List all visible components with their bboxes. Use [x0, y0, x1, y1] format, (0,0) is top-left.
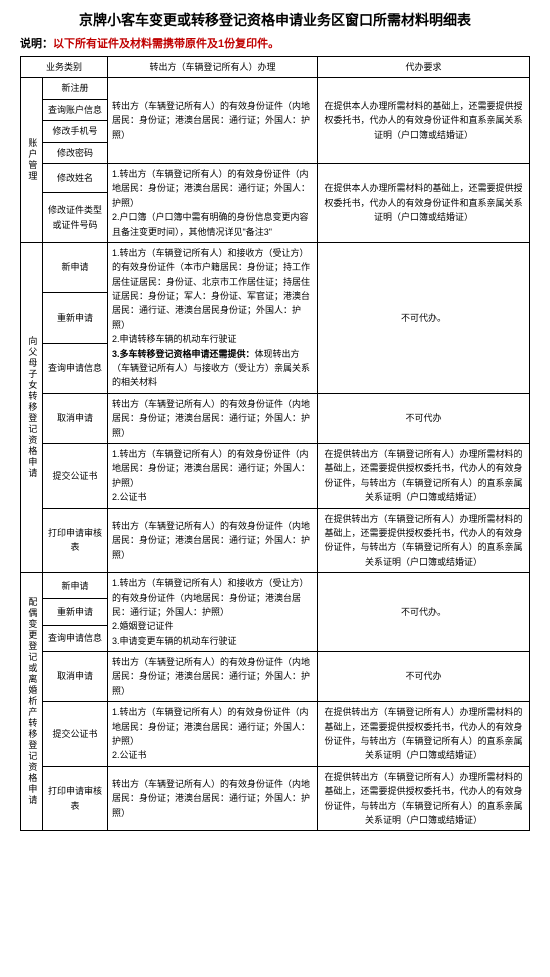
mat-cell: 转出方（车辆登记所有人）的有效身份证件（内地居民：身份证；港澳台居民：通行证；外… [108, 393, 318, 443]
mat-cell: 1.转出方（车辆登记所有人）的有效身份证件（内地居民：身份证；港澳台居民：通行证… [108, 163, 318, 242]
sub-name: 修改姓名 [43, 163, 108, 193]
header-materials: 转出方（车辆登记所有人）办理 [108, 57, 318, 78]
page-title: 京牌小客车变更或转移登记资格申请业务区窗口所需材料明细表 [20, 10, 530, 30]
mat-cell: 1.转出方（车辆登记所有人）的有效身份证件（内地居民：身份证；港澳台居民：通行证… [108, 443, 318, 508]
agent-cell: 在提供本人办理所需材料的基础上，还需要提供授权委托书，代办人的有效身份证件和直系… [318, 163, 530, 242]
agent-cell: 不可代办 [318, 652, 530, 702]
sub-phone: 修改手机号 [43, 121, 108, 142]
materials-table: 业务类别 转出方（车辆登记所有人）办理 代办要求 账户管理 新注册 转出方（车辆… [20, 56, 530, 831]
mat-cell: 1.转出方（车辆登记所有人）和接收方（受让方）的有效身份证件（本市户籍居民：身份… [108, 242, 318, 393]
sub-notary2: 提交公证书 [43, 702, 108, 767]
table-row: 提交公证书 1.转出方（车辆登记所有人）的有效身份证件（内地居民：身份证；港澳台… [21, 443, 530, 508]
header-row: 业务类别 转出方（车辆登记所有人）办理 代办要求 [21, 57, 530, 78]
table-row: 取消申请 转出方（车辆登记所有人）的有效身份证件（内地居民：身份证；港澳台居民：… [21, 652, 530, 702]
sub-reapply2: 重新申请 [43, 599, 108, 625]
agent-cell: 在提供转出方（车辆登记所有人）办理所需材料的基础上，还需要提供授权委托书，代办人… [318, 766, 530, 831]
sub-new-apply: 新申请 [43, 242, 108, 292]
mat-cell: 转出方（车辆登记所有人）的有效身份证件（内地居民：身份证；港澳台居民：通行证；外… [108, 766, 318, 831]
mat-cell: 转出方（车辆登记所有人）的有效身份证件（内地居民：身份证；港澳台居民：通行证；外… [108, 652, 318, 702]
sub-password: 修改密码 [43, 142, 108, 163]
sub-register: 新注册 [43, 78, 108, 99]
sub-query-info2: 查询申请信息 [43, 625, 108, 651]
sub-print: 打印申请审核表 [43, 508, 108, 573]
agent-cell: 不可代办。 [318, 573, 530, 652]
table-row: 取消申请 转出方（车辆登记所有人）的有效身份证件（内地居民：身份证；港澳台居民：… [21, 393, 530, 443]
agent-cell: 在提供转出方（车辆登记所有人）办理所需材料的基础上，还需要提供授权委托书，代办人… [318, 508, 530, 573]
sub-reapply: 重新申请 [43, 293, 108, 343]
header-category: 业务类别 [21, 57, 108, 78]
agent-cell: 不可代办 [318, 393, 530, 443]
agent-cell: 在提供本人办理所需材料的基础上，还需要提供授权委托书，代办人的有效身份证件和直系… [318, 78, 530, 164]
table-row: 配偶变更登记或离婚析产转移登记资格申请 新申请 1.转出方（车辆登记所有人）和接… [21, 573, 530, 599]
agent-cell: 在提供转出方（车辆登记所有人）办理所需材料的基础上，还需要提供授权委托书，代办人… [318, 702, 530, 767]
table-row: 打印申请审核表 转出方（车辆登记所有人）的有效身份证件（内地居民：身份证；港澳台… [21, 766, 530, 831]
sub-cancel: 取消申请 [43, 393, 108, 443]
table-row: 修改姓名 1.转出方（车辆登记所有人）的有效身份证件（内地居民：身份证；港澳台居… [21, 163, 530, 193]
sub-print2: 打印申请审核表 [43, 766, 108, 831]
table-row: 打印申请审核表 转出方（车辆登记所有人）的有效身份证件（内地居民：身份证；港澳台… [21, 508, 530, 573]
mat-cell: 1.转出方（车辆登记所有人）和接收方（受让方）的有效身份证件（内地居民：身份证；… [108, 573, 318, 652]
mat-cell: 1.转出方（车辆登记所有人）的有效身份证件（内地居民：身份证；港澳台居民：通行证… [108, 702, 318, 767]
category-parent-child: 向父母子女转移登记资格申请 [21, 242, 43, 572]
mat-cell: 转出方（车辆登记所有人）的有效身份证件（内地居民：身份证；港澳台居民：通行证；外… [108, 508, 318, 573]
table-row: 提交公证书 1.转出方（车辆登记所有人）的有效身份证件（内地居民：身份证；港澳台… [21, 702, 530, 767]
note-label: 说明： [20, 38, 53, 50]
category-spouse: 配偶变更登记或离婚析产转移登记资格申请 [21, 573, 43, 831]
header-agent: 代办要求 [318, 57, 530, 78]
agent-cell: 不可代办。 [318, 242, 530, 393]
table-row: 向父母子女转移登记资格申请 新申请 1.转出方（车辆登记所有人）和接收方（受让方… [21, 242, 530, 292]
sub-idtype: 修改证件类型或证件号码 [43, 193, 108, 242]
category-account: 账户管理 [21, 78, 43, 243]
sub-new-apply2: 新申请 [43, 573, 108, 599]
sub-query-account: 查询账户信息 [43, 99, 108, 120]
sub-notary: 提交公证书 [43, 443, 108, 508]
note-line: 说明：以下所有证件及材料需携带原件及1份复印件。 [20, 35, 530, 51]
sub-query-info: 查询申请信息 [43, 343, 108, 393]
agent-cell: 在提供转出方（车辆登记所有人）办理所需材料的基础上，还需要提供授权委托书，代办人… [318, 443, 530, 508]
sub-cancel2: 取消申请 [43, 652, 108, 702]
note-text: 以下所有证件及材料需携带原件及1份复印件。 [53, 38, 279, 50]
table-row: 账户管理 新注册 转出方（车辆登记所有人）的有效身份证件（内地居民：身份证；港澳… [21, 78, 530, 99]
mat-cell: 转出方（车辆登记所有人）的有效身份证件（内地居民：身份证；港澳台居民：通行证；外… [108, 78, 318, 164]
